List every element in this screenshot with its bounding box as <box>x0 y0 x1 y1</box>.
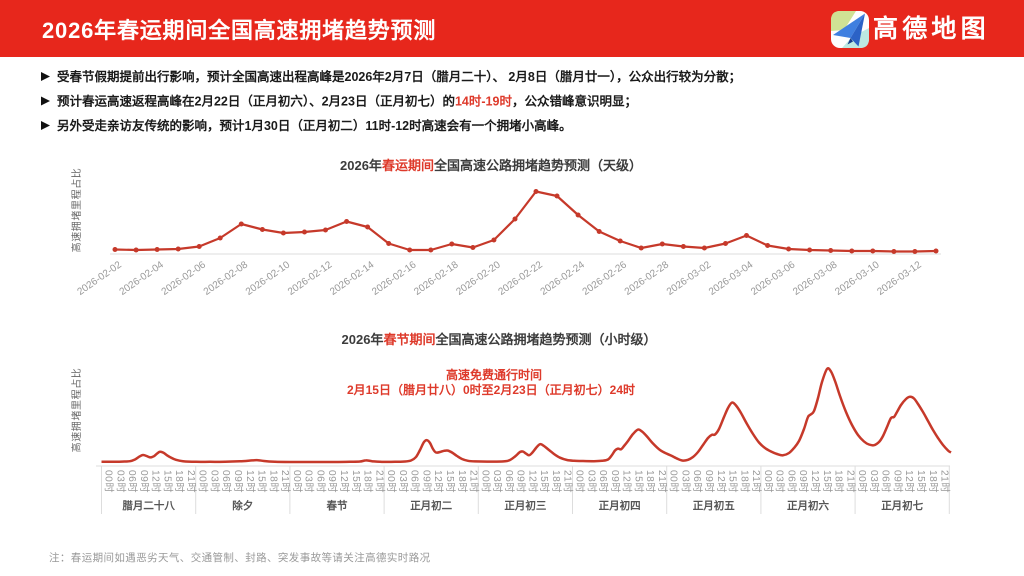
svg-text:00时: 00时 <box>291 470 303 493</box>
svg-text:21时: 21时 <box>844 470 856 493</box>
svg-text:12时: 12时 <box>244 470 256 493</box>
svg-text:09时: 09时 <box>515 470 527 493</box>
svg-text:正月初三: 正月初三 <box>504 499 546 512</box>
svg-text:00时: 00时 <box>856 470 868 493</box>
svg-text:正月初五: 正月初五 <box>693 499 735 512</box>
svg-text:正月初七: 正月初七 <box>881 499 923 512</box>
svg-text:00时: 00时 <box>574 470 586 493</box>
svg-text:春节: 春节 <box>327 499 348 512</box>
svg-text:12时: 12时 <box>809 470 821 493</box>
svg-text:腊月二十八: 腊月二十八 <box>122 499 175 512</box>
svg-text:正月初六: 正月初六 <box>787 499 829 512</box>
svg-text:12时: 12时 <box>715 470 727 493</box>
svg-text:09时: 09时 <box>138 470 150 493</box>
svg-text:00时: 00时 <box>197 470 209 493</box>
svg-text:15时: 15时 <box>632 470 644 493</box>
svg-text:18时: 18时 <box>550 470 562 493</box>
svg-text:18时: 18时 <box>267 470 279 493</box>
svg-text:09时: 09时 <box>420 470 432 493</box>
svg-text:06时: 06时 <box>880 470 892 493</box>
svg-text:2026年春运期间全国高速公路拥堵趋势预测（天级）: 2026年春运期间全国高速公路拥堵趋势预测（天级） <box>340 158 642 173</box>
svg-text:06时: 06时 <box>503 470 515 493</box>
svg-text:03时: 03时 <box>585 470 597 493</box>
svg-text:正月初四: 正月初四 <box>599 499 641 512</box>
svg-text:06时: 06时 <box>126 470 138 493</box>
svg-text:21时: 21时 <box>468 470 480 493</box>
svg-text:00时: 00时 <box>668 470 680 493</box>
svg-text:15时: 15时 <box>538 470 550 493</box>
svg-text:2月15日（腊月廿八）0时至2月23日（正月初七）24时: 2月15日（腊月廿八）0时至2月23日（正月初七）24时 <box>347 382 635 397</box>
svg-text:06时: 06时 <box>314 470 326 493</box>
svg-text:高速免费通行时间: 高速免费通行时间 <box>446 367 542 382</box>
svg-text:15时: 15时 <box>915 470 927 493</box>
svg-text:21时: 21时 <box>279 470 291 493</box>
svg-text:12时: 12时 <box>150 470 162 493</box>
svg-text:06时: 06时 <box>220 470 232 493</box>
svg-text:21时: 21时 <box>750 470 762 493</box>
svg-text:06时: 06时 <box>597 470 609 493</box>
svg-text:06时: 06时 <box>409 470 421 493</box>
svg-text:12时: 12时 <box>432 470 444 493</box>
svg-text:12时: 12时 <box>526 470 538 493</box>
svg-text:除夕: 除夕 <box>232 499 253 512</box>
svg-text:09时: 09时 <box>797 470 809 493</box>
svg-text:注：春运期间如遇恶劣天气、交通管制、封路、突发事故等请关注高: 注：春运期间如遇恶劣天气、交通管制、封路、突发事故等请关注高德实时路况 <box>49 551 431 564</box>
svg-text:03时: 03时 <box>397 470 409 493</box>
svg-text:09时: 09时 <box>232 470 244 493</box>
svg-text:18时: 18时 <box>644 470 656 493</box>
svg-text:高速拥堵里程占比: 高速拥堵里程占比 <box>70 368 83 453</box>
svg-text:03时: 03时 <box>680 470 692 493</box>
svg-text:03时: 03时 <box>774 470 786 493</box>
svg-text:00时: 00时 <box>103 470 115 493</box>
svg-text:06时: 06时 <box>691 470 703 493</box>
svg-text:另外受走亲访友传统的影响，预计1月30日（正月初二）11时-: 另外受走亲访友传统的影响，预计1月30日（正月初二）11时-12时高速会有一个拥… <box>57 118 572 133</box>
svg-text:21时: 21时 <box>562 470 574 493</box>
svg-text:21时: 21时 <box>939 470 951 493</box>
svg-text:预计春运高速返程高峰在2月22日（正月初六）、2月23日（正: 预计春运高速返程高峰在2月22日（正月初六）、2月23日（正月初七）的14时-1… <box>57 94 637 109</box>
svg-text:15时: 15时 <box>444 470 456 493</box>
svg-text:21时: 21时 <box>656 470 668 493</box>
svg-text:12时: 12时 <box>338 470 350 493</box>
svg-text:正月初二: 正月初二 <box>410 499 452 512</box>
svg-text:12时: 12时 <box>903 470 915 493</box>
svg-text:2026年春节期间全国高速公路拥堵趋势预测（小时级）: 2026年春节期间全国高速公路拥堵趋势预测（小时级） <box>342 332 657 347</box>
svg-text:15时: 15时 <box>821 470 833 493</box>
svg-text:18时: 18时 <box>738 470 750 493</box>
svg-text:06时: 06时 <box>785 470 797 493</box>
svg-text:12时: 12时 <box>621 470 633 493</box>
svg-text:00时: 00时 <box>762 470 774 493</box>
svg-text:09时: 09时 <box>891 470 903 493</box>
svg-text:15时: 15时 <box>350 470 362 493</box>
svg-text:18时: 18时 <box>173 470 185 493</box>
svg-text:00时: 00时 <box>479 470 491 493</box>
svg-text:03时: 03时 <box>868 470 880 493</box>
svg-text:15时: 15时 <box>161 470 173 493</box>
svg-text:受春节假期提前出行影响，预计全国高速出程高峰是2026年2月: 受春节假期提前出行影响，预计全国高速出程高峰是2026年2月7日（腊月二十）、 … <box>57 69 741 84</box>
svg-text:18时: 18时 <box>927 470 939 493</box>
svg-text:09时: 09时 <box>609 470 621 493</box>
svg-text:高速拥堵里程占比: 高速拥堵里程占比 <box>70 168 83 253</box>
svg-text:15时: 15时 <box>256 470 268 493</box>
svg-text:2026年春运期间全国高速拥堵趋势预测: 2026年春运期间全国高速拥堵趋势预测 <box>42 18 436 43</box>
svg-text:18时: 18时 <box>362 470 374 493</box>
svg-text:03时: 03时 <box>114 470 126 493</box>
svg-text:03时: 03时 <box>209 470 221 493</box>
svg-text:18时: 18时 <box>833 470 845 493</box>
svg-text:高德地图: 高德地图 <box>873 14 990 43</box>
svg-text:03时: 03时 <box>491 470 503 493</box>
svg-text:21时: 21时 <box>373 470 385 493</box>
svg-text:21时: 21时 <box>185 470 197 493</box>
svg-text:00时: 00时 <box>385 470 397 493</box>
svg-text:15时: 15时 <box>727 470 739 493</box>
svg-text:18时: 18时 <box>456 470 468 493</box>
svg-text:09时: 09时 <box>326 470 338 493</box>
svg-text:09时: 09时 <box>703 470 715 493</box>
svg-text:03时: 03时 <box>303 470 315 493</box>
